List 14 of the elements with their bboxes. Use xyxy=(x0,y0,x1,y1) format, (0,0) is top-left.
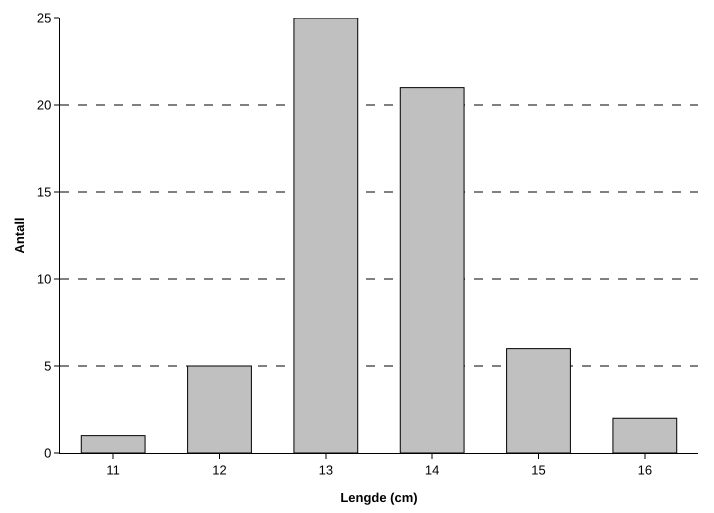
x-tick-label: 11 xyxy=(106,462,120,478)
y-tick-label: 15 xyxy=(36,184,52,200)
y-tick-label: 0 xyxy=(44,446,52,461)
x-tick-label: 13 xyxy=(318,462,334,478)
x-axis-title: Lengde (cm) xyxy=(340,490,418,505)
y-tick-label: 25 xyxy=(36,10,52,26)
y-tick-label: 10 xyxy=(36,272,52,287)
x-tick-label: 16 xyxy=(638,462,652,478)
y-tick-label: 5 xyxy=(44,358,52,374)
y-tick-label: 20 xyxy=(36,98,52,113)
x-tick-label: 15 xyxy=(531,462,546,478)
y-axis-title: Antall xyxy=(12,217,27,254)
x-tick-label: 14 xyxy=(424,462,440,478)
x-tick-label: 12 xyxy=(212,462,227,478)
